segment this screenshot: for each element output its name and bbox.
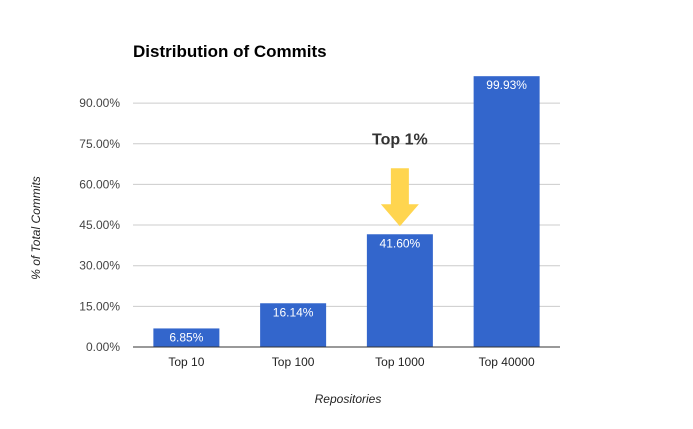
bar [260,303,327,347]
bar [153,328,220,347]
x-tick-label: Top 40000 [479,355,535,369]
x-tick-label: Top 1000 [375,355,425,369]
bars: 6.85% 16.14% 41.60% 99.93% [153,76,540,347]
y-axis-title: % of Total Commits [29,176,43,280]
x-tick-label: Top 10 [168,355,204,369]
y-tick-label: 0.00% [86,340,120,354]
bar-data-label: 41.60% [380,236,421,250]
bar [473,76,540,347]
y-tick-label: 75.00% [79,137,120,151]
x-tick-label: Top 100 [272,355,315,369]
y-axis-ticks: 0.00% 15.00% 30.00% 45.00% 60.00% 75.00% 90.00… [79,96,120,354]
annotation: Top 1% [372,131,428,227]
y-tick-label: 15.00% [79,299,120,313]
y-tick-label: 90.00% [79,96,120,110]
x-axis-ticks: Top 10 Top 100 Top 1000 Top 40000 [168,355,535,369]
down-arrow-icon [380,168,419,227]
y-tick-label: 30.00% [79,259,120,273]
y-tick-label: 45.00% [79,218,120,232]
chart-title: Distribution of Commits [133,42,327,61]
bar-data-label: 16.14% [273,305,314,319]
x-axis-title: Repositories [315,392,382,406]
annotation-label: Top 1% [372,131,428,148]
bar-data-label: 99.93% [486,78,527,92]
bar [366,234,433,347]
y-tick-label: 60.00% [79,177,120,191]
bar-data-label: 6.85% [169,330,203,344]
